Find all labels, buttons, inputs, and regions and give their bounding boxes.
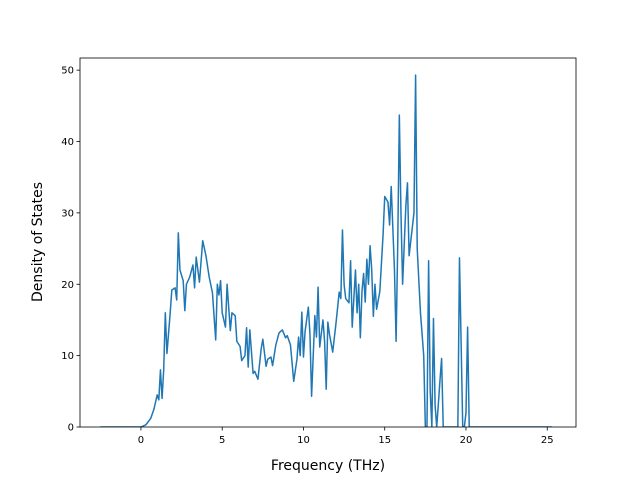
y-tick-label: 10 [61, 351, 74, 362]
y-tick-label: 0 [68, 423, 74, 434]
x-tick-label: 0 [138, 435, 144, 446]
axes-frame [79, 57, 577, 428]
line [100, 74, 553, 427]
y-tick-label: 20 [61, 280, 74, 291]
x-axis-label: Frequency (THz) [271, 458, 385, 474]
x-tick-label: 15 [378, 435, 391, 446]
x-tick-label: 10 [297, 435, 310, 446]
plot-area [100, 74, 553, 427]
x-tick-label: 20 [460, 435, 473, 446]
x-tick-label: 25 [541, 435, 554, 446]
y-tick-label: 40 [61, 137, 74, 148]
y-tick-label: 30 [61, 208, 74, 219]
y-tick-label: 50 [61, 66, 74, 77]
x-tick-label: 5 [219, 435, 225, 446]
y-axis-label: Density of States [30, 182, 46, 302]
